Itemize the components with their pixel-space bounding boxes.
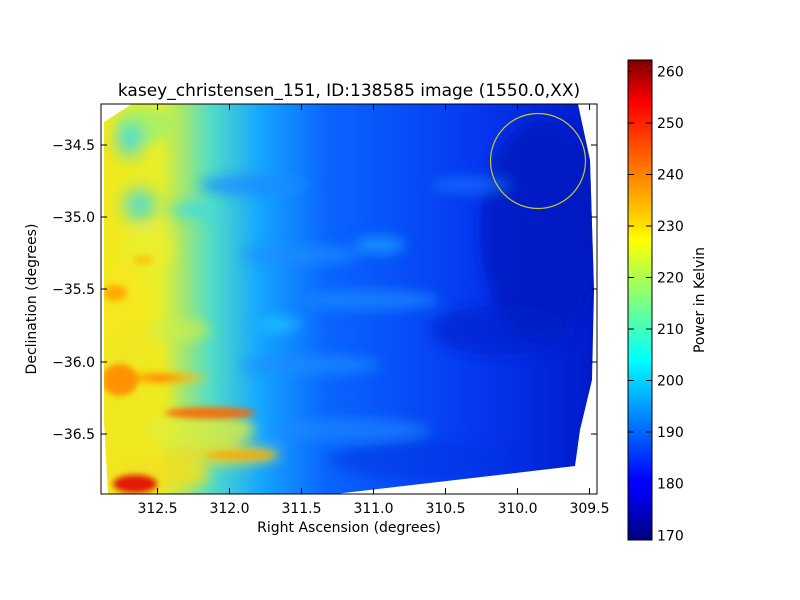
colorbar-tick-label: 210 (657, 322, 684, 338)
colorbar-tick-label: 250 (657, 116, 684, 132)
x-tick-label: 311.5 (281, 501, 321, 517)
x-tick: 310.5 (425, 104, 466, 517)
x-axis-label: Right Ascension (degrees) (257, 520, 441, 536)
colorbar-tick: 210 (628, 322, 684, 338)
colorbar-tick: 260 (628, 65, 684, 81)
colorbar-label: Power in Kelvin (692, 247, 708, 353)
colorbar: 170 180 190 200 210 220 230 240 250 260 … (627, 59, 708, 545)
y-tick: −36.5 (52, 427, 597, 443)
colorbar-tick: 250 (628, 116, 684, 132)
colorbar-tick-label: 260 (657, 65, 684, 81)
colorbar-tick-label: 180 (657, 477, 684, 493)
x-tick-label: 312.5 (137, 501, 177, 517)
y-tick-label: −36.0 (52, 355, 95, 371)
colorbar-tick: 180 (628, 477, 684, 493)
chart-title: kasey_christensen_151, ID:138585 image (… (118, 81, 580, 101)
y-tick: −35.5 (52, 282, 597, 298)
x-tick: 312.0 (209, 104, 250, 517)
colorbar-tick: 170 (628, 529, 684, 545)
colorbar-tick-label: 190 (657, 425, 684, 441)
x-tick-label: 309.5 (569, 501, 609, 517)
circle-annotation (489, 112, 587, 210)
colorbar-gradient (627, 59, 653, 541)
x-tick-label: 310.0 (497, 501, 537, 517)
y-tick-label: −35.0 (52, 210, 95, 226)
x-tick-label: 311.0 (353, 501, 393, 517)
x-tick-label: 312.0 (209, 501, 249, 517)
x-tick: 309.5 (569, 104, 610, 517)
x-tick: 310.0 (497, 104, 538, 517)
colorbar-tick-label: 230 (657, 219, 684, 235)
y-tick-label: −34.5 (52, 138, 95, 154)
x-tick: 311.5 (281, 104, 322, 517)
colorbar-tick: 200 (628, 374, 684, 390)
x-tick: 311.0 (353, 104, 394, 517)
colorbar-tick-label: 240 (657, 168, 684, 184)
y-tick: −36.0 (52, 355, 597, 371)
x-tick: 312.5 (137, 104, 178, 517)
x-tick-label: 310.5 (425, 501, 465, 517)
colorbar-tick-label: 170 (657, 529, 684, 545)
colorbar-tick: 220 (628, 271, 684, 287)
plot-frame (100, 103, 598, 495)
y-tick: −35.0 (52, 210, 597, 226)
colorbar-tick: 190 (628, 425, 684, 441)
y-tick-label: −36.5 (52, 427, 95, 443)
y-tick-label: −35.5 (52, 282, 95, 298)
x-axis-ticks: 312.5 312.0 311.5 311.0 310.5 310.0 309.… (137, 104, 610, 517)
colorbar-tick-label: 220 (657, 271, 684, 287)
y-axis-ticks: −34.5 −35.0 −35.5 −36.0 −36.5 (52, 138, 597, 443)
colorbar-tick-label: 200 (657, 374, 684, 390)
y-tick: −34.5 (52, 138, 597, 154)
y-axis-label: Declination (degrees) (24, 224, 40, 375)
colorbar-tick: 230 (628, 219, 684, 235)
colorbar-ticks: 170 180 190 200 210 220 230 240 250 260 (628, 65, 684, 545)
colorbar-tick: 240 (628, 168, 684, 184)
heatmap-image (104, 104, 594, 494)
